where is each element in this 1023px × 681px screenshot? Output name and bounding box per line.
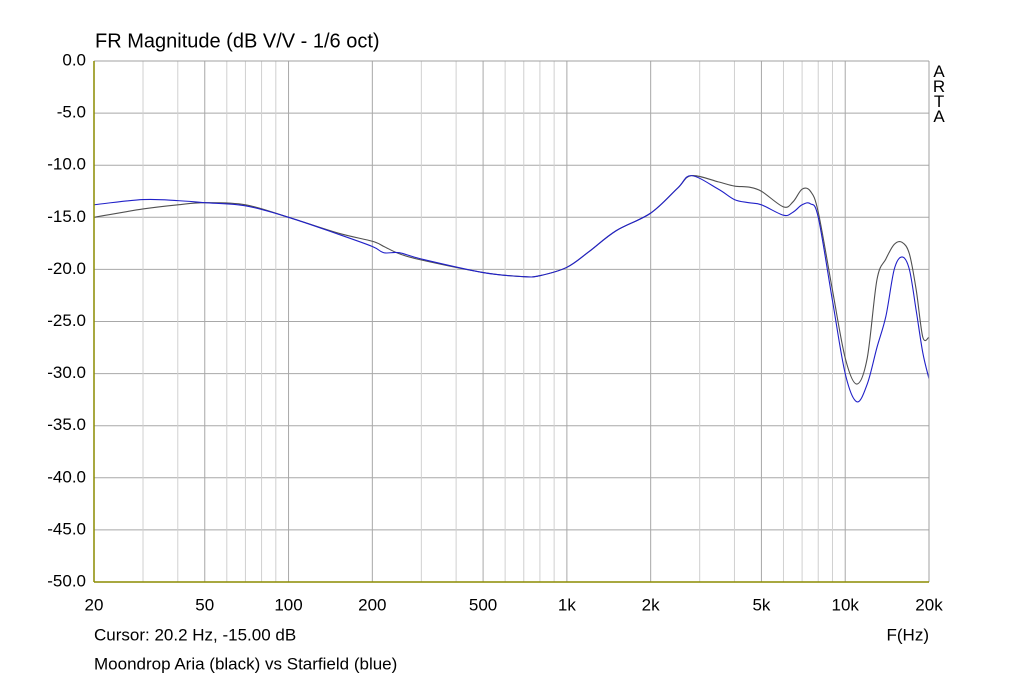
series-line xyxy=(93,174,930,385)
cursor-readout: Cursor: 20.2 Hz, -15.00 dB xyxy=(94,625,296,644)
chart-title: FR Magnitude (dB V/V - 1/6 oct) xyxy=(95,30,380,52)
watermark: ARTA xyxy=(930,62,949,122)
y-tick-label: -40.0 xyxy=(47,467,86,486)
x-tick-label: 200 xyxy=(358,595,386,614)
x-tick-label: 20 xyxy=(85,595,104,614)
x-tick-label: 5k xyxy=(752,595,770,614)
y-tick-label: -10.0 xyxy=(47,155,86,174)
y-tick-label: -15.0 xyxy=(47,207,86,226)
y-tick-label: -20.0 xyxy=(47,259,86,278)
x-tick-label: 20k xyxy=(915,595,943,614)
x-axis-label: F(Hz) xyxy=(887,625,929,644)
tick-labels: 0.0 -5.0 -10.0 -15.0 -20.0 -25.0 -30.0 -35.0 -40… xyxy=(47,50,943,614)
x-tick-label: 500 xyxy=(469,595,497,614)
y-tick-label: -5.0 xyxy=(57,103,86,122)
x-tick-label: 100 xyxy=(274,595,302,614)
x-tick-label: 10k xyxy=(832,595,860,614)
x-tick-label: 1k xyxy=(558,595,576,614)
y-tick-label: -35.0 xyxy=(47,415,86,434)
series-line xyxy=(93,175,930,403)
y-tick-label: -30.0 xyxy=(47,363,86,382)
y-tick-label: 0.0 xyxy=(62,50,86,69)
chart-note: Moondrop Aria (black) vs Starfield (blue… xyxy=(94,654,397,673)
x-tick-label: 50 xyxy=(195,595,214,614)
y-tick-label: -45.0 xyxy=(47,519,86,538)
x-tick-label: 2k xyxy=(642,595,660,614)
y-tick-label: -50.0 xyxy=(47,571,86,590)
y-tick-label: -25.0 xyxy=(47,311,86,330)
plot-lines xyxy=(93,174,930,403)
